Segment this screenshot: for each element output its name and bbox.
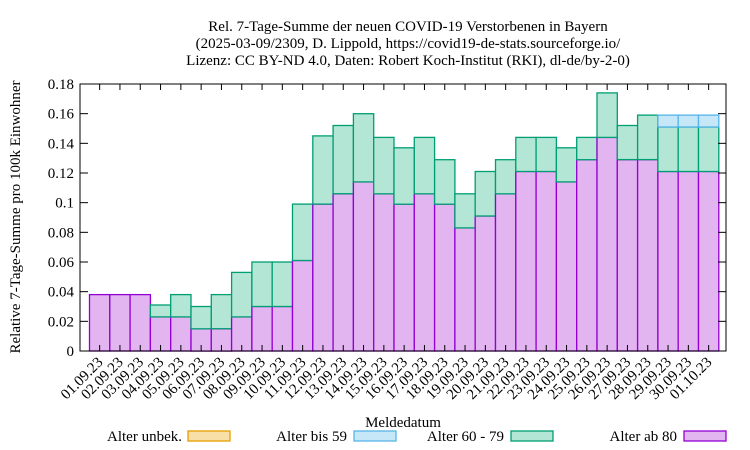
bar-segment bbox=[352, 113, 375, 183]
bar-segment bbox=[677, 170, 700, 352]
y-tick-label: 0.04 bbox=[48, 285, 75, 301]
bar-segment bbox=[393, 147, 415, 205]
bar-segment bbox=[251, 305, 273, 352]
legend-label: Alter 60 - 79 bbox=[427, 429, 504, 445]
chart-title-line-3: Lizenz: CC BY-ND 4.0, Daten: Robert Koch… bbox=[186, 53, 630, 69]
bar-segment bbox=[576, 159, 598, 352]
bar-segment bbox=[393, 203, 415, 352]
legend-swatch bbox=[683, 430, 727, 442]
bar-segment bbox=[616, 124, 639, 161]
bar-segment bbox=[109, 293, 131, 352]
bar-segment bbox=[271, 305, 294, 352]
y-tick-label: 0.18 bbox=[48, 77, 74, 93]
bar-segment bbox=[433, 203, 456, 352]
bar-segment bbox=[413, 193, 436, 352]
legend-label: Alter bis 59 bbox=[276, 429, 347, 445]
bar-segment bbox=[413, 136, 436, 195]
bar-segment bbox=[352, 181, 375, 352]
bar-segment bbox=[555, 181, 578, 352]
y-tick-label: 0 bbox=[67, 344, 75, 360]
bar-segment bbox=[657, 170, 679, 352]
bar-segment bbox=[332, 193, 355, 352]
bar-segment bbox=[677, 114, 700, 128]
y-tick-label: 0.1 bbox=[55, 196, 74, 212]
bar-segment bbox=[291, 203, 314, 262]
bar-segment bbox=[555, 147, 578, 183]
y-tick-label: 0.02 bbox=[48, 314, 74, 330]
y-axis: 0 0.02 0.04 0.06 0.08 0.1 0.12 0.14 0.16 0.18 bbox=[48, 77, 726, 360]
bar-segment bbox=[697, 114, 720, 128]
bar-segment bbox=[636, 159, 659, 352]
bar-segment bbox=[535, 136, 558, 173]
bar-segment bbox=[494, 159, 517, 195]
bar-segment bbox=[312, 203, 334, 352]
y-tick-label: 0.08 bbox=[48, 225, 74, 241]
bar-segment bbox=[474, 215, 497, 352]
y-tick-label: 0.06 bbox=[48, 255, 75, 271]
bar-segment bbox=[373, 193, 395, 352]
bar-segment bbox=[494, 193, 517, 352]
bar-segment bbox=[616, 159, 639, 352]
bar-segment bbox=[312, 135, 334, 205]
bar-segment bbox=[697, 170, 720, 352]
bar-segment bbox=[535, 170, 558, 352]
bar-segment bbox=[677, 126, 700, 173]
bar-segment bbox=[271, 261, 294, 308]
bar-segment bbox=[474, 170, 497, 217]
y-tick-label: 0.16 bbox=[48, 107, 75, 123]
bar-segment bbox=[373, 136, 395, 195]
x-axis: 01.09.2302.09.2303.09.2304.09.2305.09.23… bbox=[58, 84, 715, 403]
bar-segment bbox=[332, 124, 355, 195]
bar-segment bbox=[454, 193, 476, 229]
bar-segment bbox=[596, 92, 618, 139]
bar-segment bbox=[515, 170, 537, 352]
bar-segment bbox=[657, 114, 679, 128]
y-tick-label: 0.12 bbox=[48, 166, 74, 182]
legend: Alter unbek. Alter bis 59 Alter 60 - 79 Alt… bbox=[107, 429, 727, 445]
bar-segment bbox=[170, 293, 192, 318]
bar-segment bbox=[576, 136, 598, 161]
legend-label: Alter ab 80 bbox=[610, 429, 677, 445]
bar-segment bbox=[210, 293, 233, 330]
y-axis-label: Relative 7-Tage-Summe pro 100k Einwohner bbox=[8, 80, 24, 353]
bar-segment bbox=[230, 271, 253, 318]
legend-label: Alter unbek. bbox=[107, 429, 182, 445]
chart-title-line-2: (2025-03-09/2309, D. Lippold, https://co… bbox=[196, 36, 621, 52]
bar-segment bbox=[697, 126, 720, 173]
legend-swatch bbox=[353, 430, 397, 442]
bar-segment bbox=[190, 305, 212, 330]
bar-group bbox=[88, 92, 720, 352]
bar-segment bbox=[636, 114, 659, 161]
bar-segment bbox=[596, 136, 618, 352]
bar-segment bbox=[515, 136, 537, 173]
legend-swatch bbox=[510, 430, 554, 442]
legend-swatch bbox=[187, 430, 231, 442]
bar-segment bbox=[454, 227, 476, 352]
bar-segment bbox=[149, 304, 172, 318]
bar-segment bbox=[433, 159, 456, 205]
bar-segment bbox=[129, 293, 152, 352]
chart-title-line-1: Rel. 7-Tage-Summe der neuen COVID-19 Ver… bbox=[208, 19, 608, 35]
bar-segment bbox=[291, 259, 314, 352]
plot-frame bbox=[79, 83, 727, 352]
y-tick-label: 0.14 bbox=[48, 136, 75, 152]
bar-segment bbox=[251, 261, 273, 308]
x-axis-label: Meldedatum bbox=[365, 415, 441, 431]
bar-segment bbox=[88, 293, 111, 352]
bar-segment bbox=[657, 126, 679, 173]
